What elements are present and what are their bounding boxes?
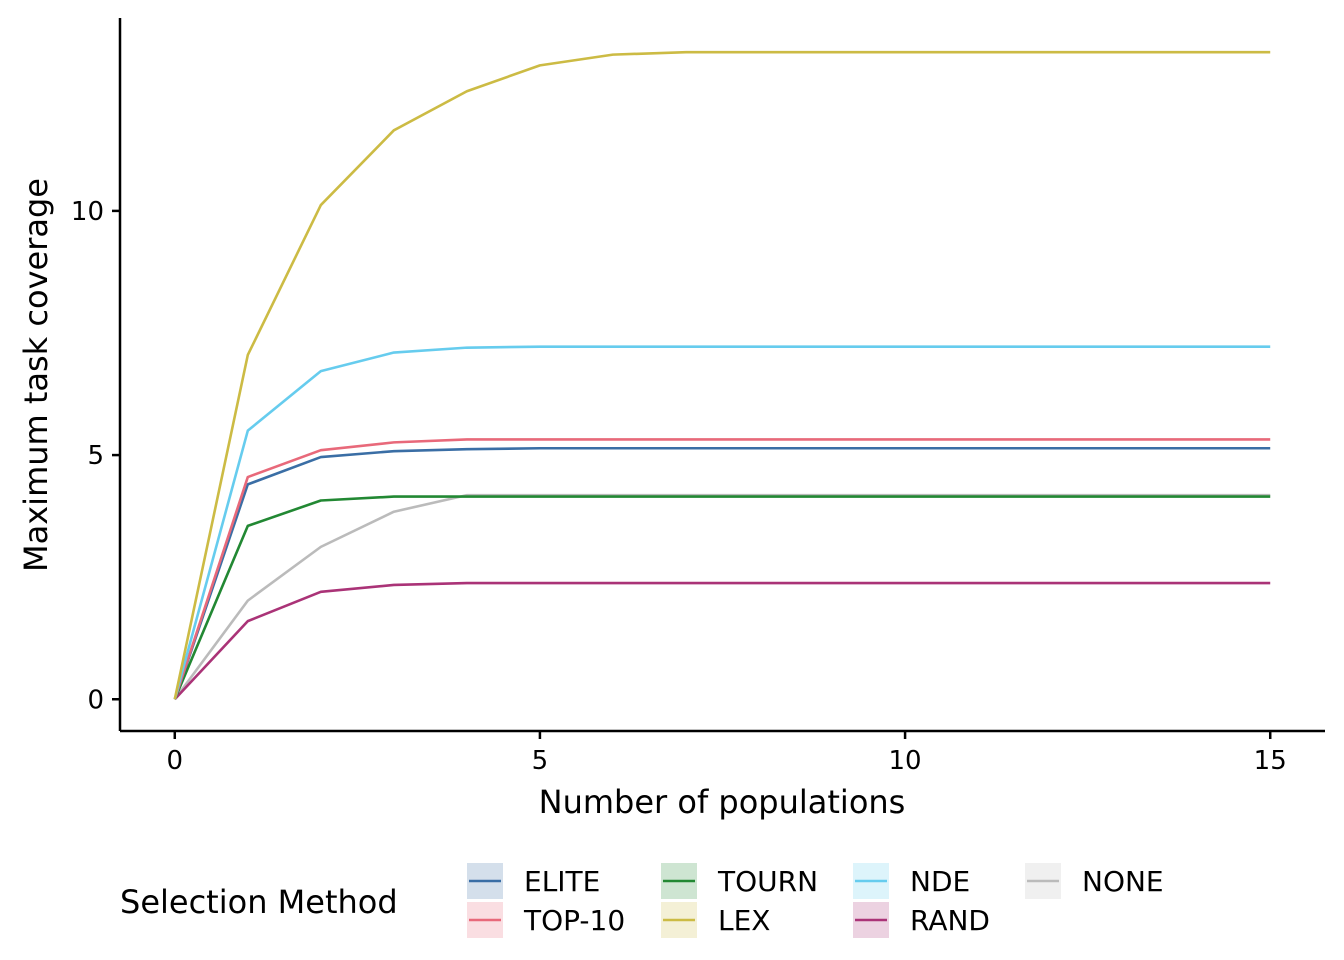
legend-title: Selection Method — [120, 883, 398, 921]
legend-label: ELITE — [524, 865, 600, 898]
legend-item-none: NONE — [1025, 863, 1164, 899]
x-axis-title: Number of populations — [539, 783, 906, 821]
legend-item-top-10: TOP-10 — [467, 902, 625, 938]
legend-label: RAND — [910, 904, 990, 937]
x-tick-label: 10 — [889, 746, 922, 776]
y-axis-ticks: 0 5 10 — [71, 197, 120, 715]
series-line-nde — [173, 345, 1271, 700]
series-line-none — [173, 493, 1271, 701]
x-axis-ticks: 0 5 10 15 — [166, 731, 1287, 776]
series-line-rand — [173, 581, 1271, 701]
series-line-lex — [173, 50, 1271, 700]
series-line-tourn — [173, 495, 1271, 700]
legend-label: TOURN — [717, 865, 818, 898]
legend-item-lex: LEX — [661, 902, 770, 938]
legend-label: LEX — [718, 904, 770, 937]
y-tick-label: 10 — [71, 197, 104, 227]
legend-item-nde: NDE — [853, 863, 970, 899]
legend-label: NDE — [910, 865, 970, 898]
y-tick-label: 0 — [87, 685, 104, 715]
x-tick-label: 0 — [166, 746, 183, 776]
legend-items: ELITE TOP-10 TOURN LEX NDE RAND NONE — [467, 863, 1164, 938]
series-line-top-10 — [173, 438, 1271, 700]
series-line-elite — [173, 446, 1271, 700]
legend-label: NONE — [1082, 865, 1164, 898]
legend-item-rand: RAND — [853, 902, 990, 938]
legend-item-elite: ELITE — [467, 863, 600, 899]
legend-item-tourn: TOURN — [661, 863, 818, 899]
y-tick-label: 5 — [87, 441, 104, 471]
x-tick-label: 15 — [1254, 746, 1287, 776]
y-axis-title: Maximum task coverage — [17, 178, 55, 572]
legend-label: TOP-10 — [523, 904, 625, 937]
x-tick-label: 5 — [532, 746, 549, 776]
series-lines — [173, 50, 1271, 701]
legend: Selection Method ELITE TOP-10 TOURN LEX NDE R… — [120, 863, 1164, 938]
